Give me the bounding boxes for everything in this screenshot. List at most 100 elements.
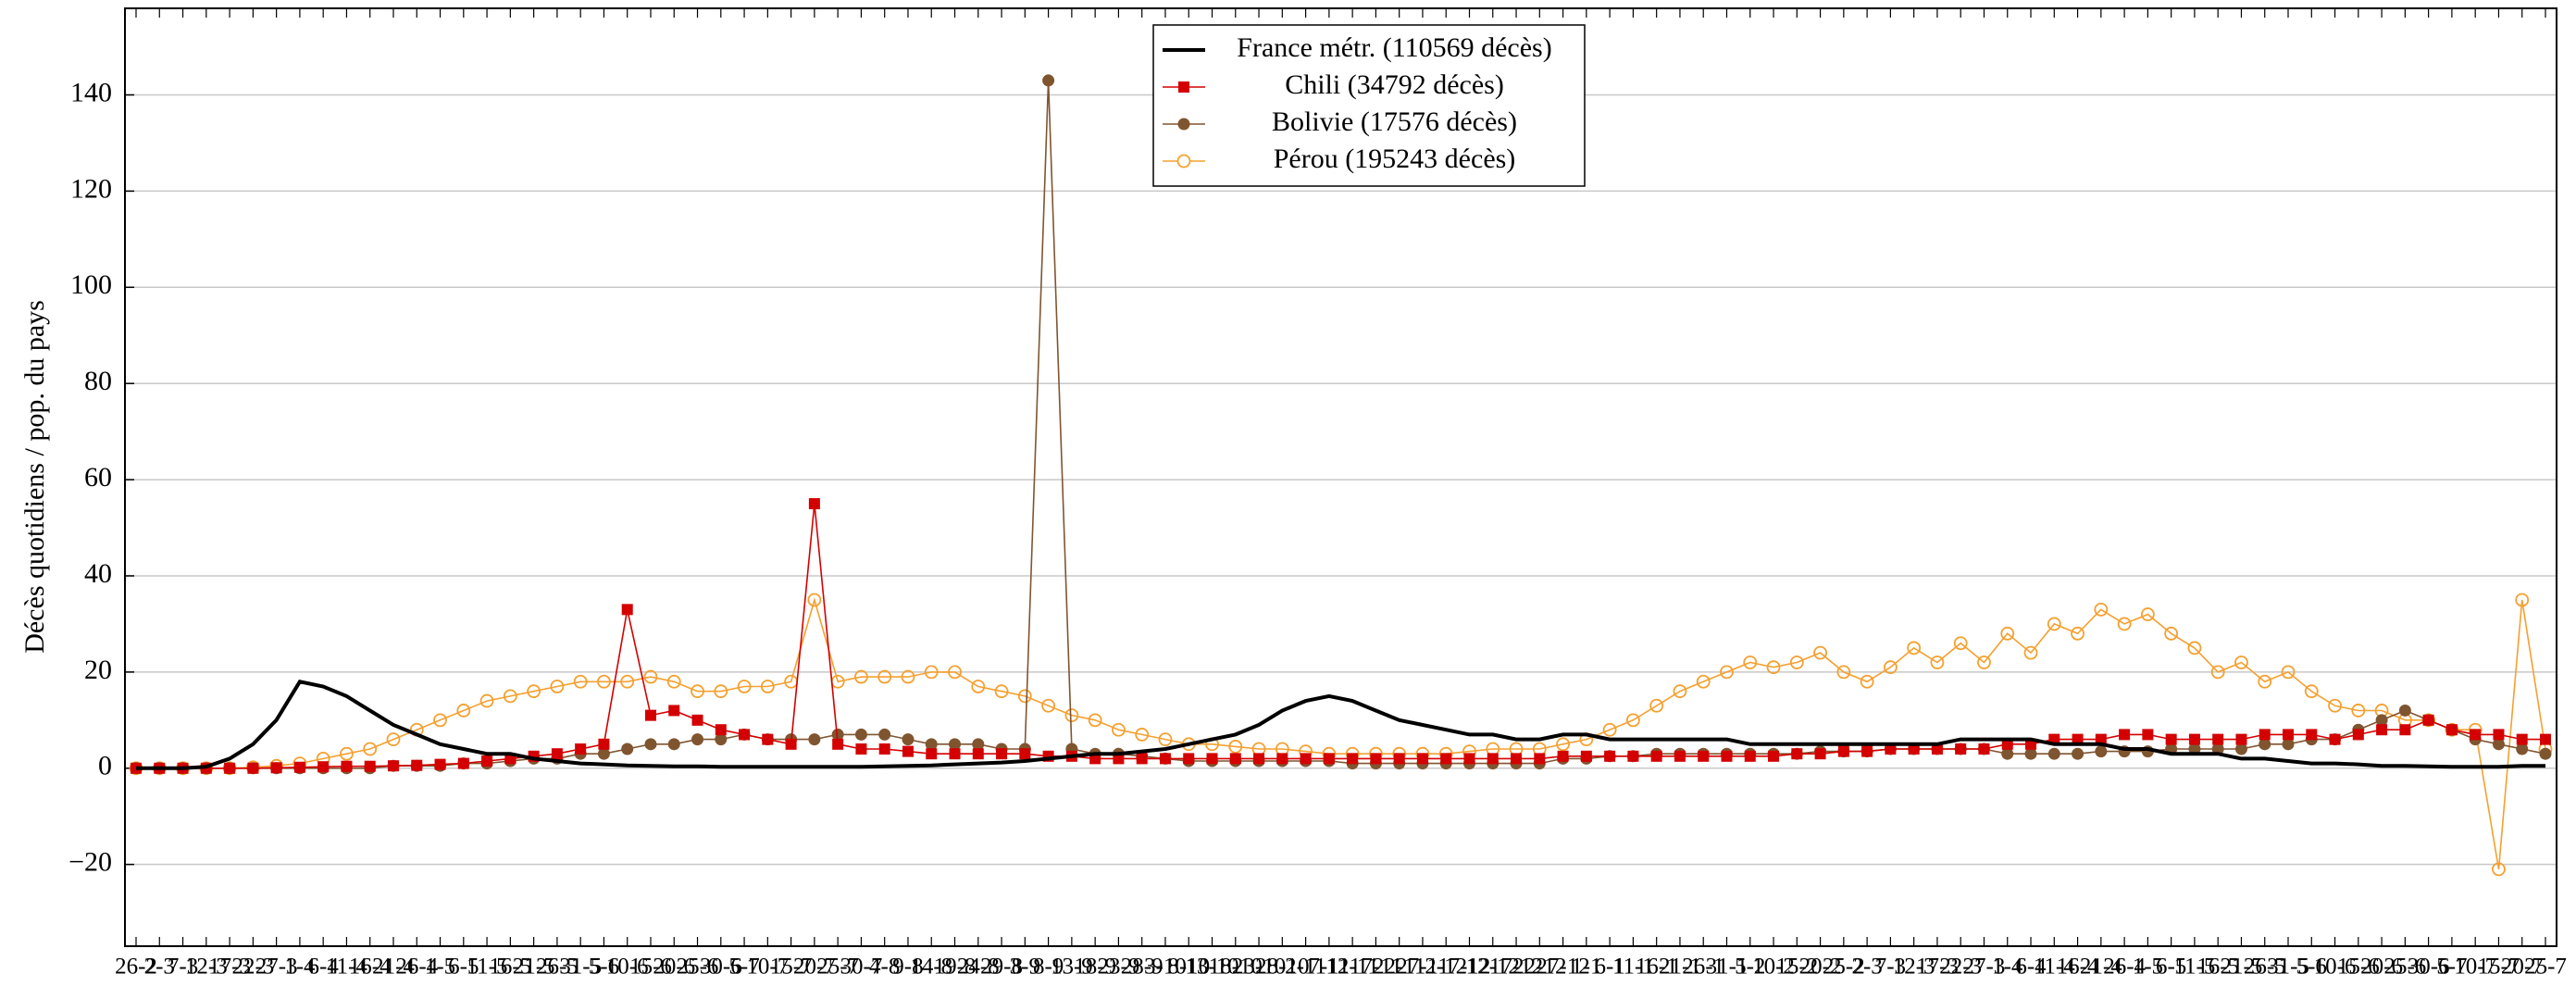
point: [1766, 660, 1781, 675]
x-tick-label: 20-2: [1799, 955, 1842, 980]
point: [2399, 724, 2411, 736]
point: [949, 738, 962, 751]
point: [597, 674, 611, 689]
x-tick-label: 1-1: [1571, 955, 1601, 980]
point: [1416, 753, 1428, 765]
point: [668, 705, 680, 717]
x-tick-label: 5-6: [2296, 955, 2327, 980]
point: [2001, 747, 2014, 760]
x-tick-label: 31-1: [1706, 955, 1748, 980]
x-tick-label: 7-11: [1308, 955, 1350, 980]
point: [2142, 729, 2154, 741]
legend: France métr. (110569 décès) Chili (34792 …: [1152, 24, 1586, 187]
point: [1300, 753, 1312, 765]
point: [808, 733, 821, 746]
point: [2259, 729, 2271, 741]
point: [2304, 684, 2319, 699]
point: [1159, 753, 1171, 765]
point: [644, 738, 657, 751]
point: [2234, 655, 2248, 669]
point: [433, 713, 447, 728]
x-tick-label: 27-12: [1536, 955, 1589, 980]
point: [1696, 674, 1711, 689]
x-tick-label: 22-3: [1939, 955, 1982, 980]
point: [854, 669, 868, 684]
x-tick-label: 25-7: [2524, 955, 2567, 980]
point: [2259, 738, 2271, 751]
series-line: [136, 504, 2545, 769]
point: [411, 759, 423, 771]
point: [1019, 748, 1031, 760]
point: [1604, 750, 1616, 762]
point: [1276, 753, 1288, 765]
point: [1113, 753, 1125, 765]
point: [1860, 674, 1874, 689]
x-tick-label: 1-5: [425, 955, 455, 980]
point: [1463, 753, 1475, 765]
x-tick-label: 11-5: [2173, 955, 2215, 980]
point: [1580, 750, 1592, 762]
point: [621, 743, 634, 755]
point: [1814, 748, 1826, 760]
point: [1323, 753, 1335, 765]
point: [1440, 753, 1452, 765]
point: [2210, 665, 2225, 680]
point: [2328, 698, 2342, 713]
point: [2094, 602, 2109, 617]
point: [597, 747, 610, 760]
x-tick-label: 17-3: [208, 955, 251, 980]
point: [643, 669, 658, 684]
point: [666, 674, 681, 689]
point: [363, 742, 378, 756]
point: [2164, 626, 2179, 641]
point: [1511, 753, 1523, 765]
x-tick-label: 10-7: [2454, 955, 2496, 980]
point: [1112, 722, 1126, 737]
legend-marker: [1177, 118, 1190, 131]
x-tick-label: 5-7: [728, 955, 759, 980]
point: [971, 680, 986, 693]
point: [2283, 729, 2295, 741]
x-tick-label: 26-5: [2244, 955, 2286, 980]
point: [2281, 665, 2296, 680]
point: [1813, 645, 1827, 660]
point: [1557, 750, 1569, 762]
x-tick-label: 5-7: [2436, 955, 2467, 980]
series-line: [136, 597, 2546, 870]
x-tick-label: 10-7: [746, 955, 789, 980]
x-tick-label: 2-12: [1425, 955, 1467, 980]
x-tick-label: 23-9: [1098, 955, 1140, 980]
point: [1930, 655, 1945, 669]
point: [1720, 665, 1734, 680]
point: [2539, 747, 2552, 760]
x-tick-label: 25-2: [1823, 955, 1865, 980]
x-tick-label: 27-3: [1963, 955, 2006, 980]
point: [2540, 733, 2551, 745]
point: [1744, 750, 1756, 762]
x-tick-label: 30-6: [700, 955, 742, 980]
x-tick-label: 21-4: [372, 955, 415, 980]
point: [1649, 698, 1664, 713]
point: [714, 684, 728, 699]
x-tick-label: 25-6: [677, 955, 719, 980]
x-tick-label: 8-9: [1033, 955, 1064, 980]
x-tick-label: 3-10: [1144, 955, 1187, 980]
x-tick-label: 19-8: [934, 955, 977, 980]
point: [1183, 753, 1195, 765]
point: [2234, 743, 2247, 755]
series: [129, 593, 2553, 877]
x-tick-label: 16-4: [349, 955, 392, 980]
point: [2000, 626, 2015, 641]
x-tick-label: 23-10: [1232, 955, 1286, 980]
point: [2306, 729, 2318, 741]
point: [1228, 740, 1243, 754]
x-tick-label: 21-5: [513, 955, 555, 980]
point: [573, 674, 588, 689]
x-tick-label: 12-11: [1325, 955, 1378, 980]
x-tick-label: 6-4: [2015, 955, 2047, 980]
point: [1883, 660, 1898, 675]
x-tick-label: 31-5: [559, 955, 602, 980]
point: [2282, 738, 2295, 751]
x-tick-label: 3-9: [1010, 955, 1040, 980]
x-tick-label: 22-12: [1512, 955, 1566, 980]
